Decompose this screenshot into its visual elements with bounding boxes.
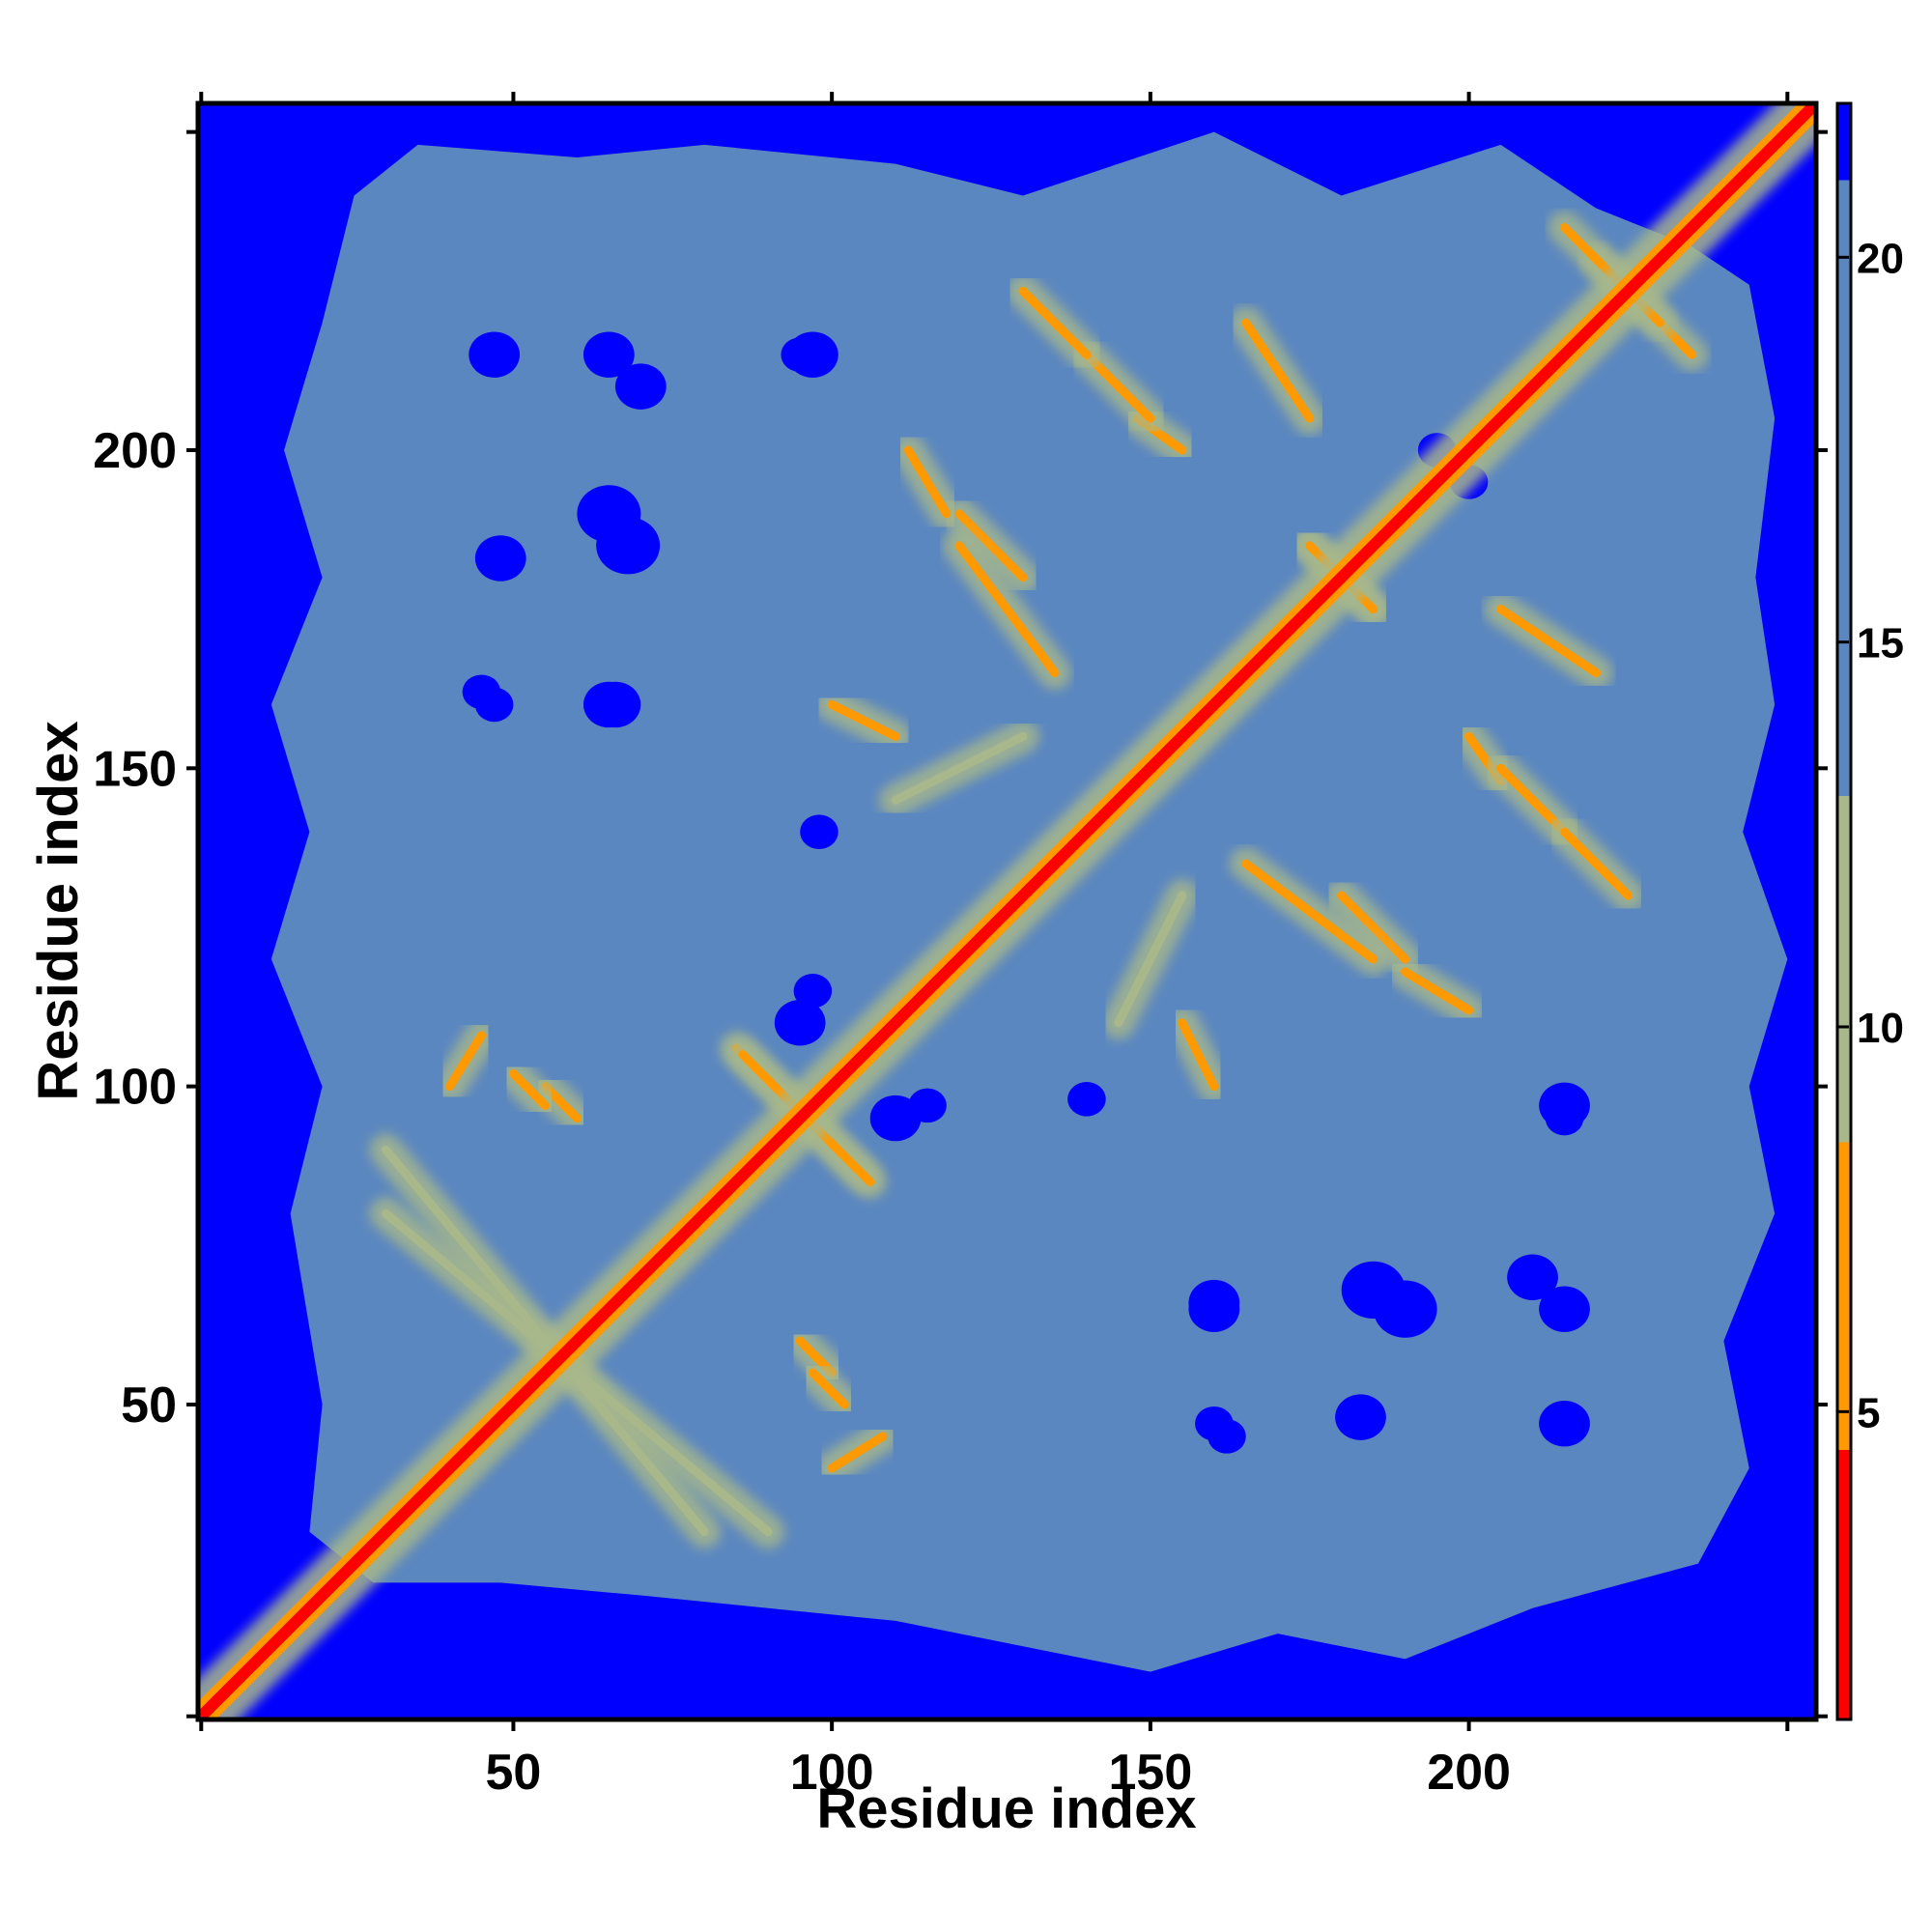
heatmap-void-cell <box>1545 1100 1584 1136</box>
heatmap-void-cell <box>800 814 838 849</box>
heatmap-contact-cell <box>1560 827 1633 900</box>
colorbar-ticks: 5 10 15 20 <box>1837 235 1904 1436</box>
heatmap-void-cell <box>1195 1406 1234 1441</box>
colorbar-tick-label: 20 <box>1857 235 1904 282</box>
heatmap-contact-cell <box>1178 1018 1219 1092</box>
heatmap-void-cell <box>596 517 661 575</box>
heatmap-void-cell <box>582 331 635 378</box>
colorbar-tick-label: 5 <box>1857 1389 1880 1436</box>
heatmap-void-cell <box>908 1088 947 1123</box>
x-axis-title: Residue index <box>816 1777 1196 1840</box>
heatmap-contact-cell <box>508 1068 550 1110</box>
colorbar <box>1837 103 1851 1719</box>
heatmap-contact-cell <box>827 1432 888 1473</box>
heatmap-contact-cell <box>1241 318 1315 423</box>
y-axis-ticks: 50 100 150 200 <box>93 129 1828 1719</box>
heatmap-void-cell <box>1335 1394 1386 1440</box>
heatmap-contact-cell <box>954 509 1028 582</box>
x-axis-ticks: 50 100 150 200 <box>199 92 1790 1801</box>
heatmap-contact-cell <box>891 731 1028 805</box>
heatmap-void-cell <box>774 1000 826 1046</box>
heatmap-contact-cell <box>1337 891 1410 964</box>
heatmap-contact-cell <box>808 1368 849 1409</box>
heatmap-void-cell <box>474 687 514 723</box>
heatmap-void-cell <box>1539 1286 1590 1332</box>
heatmap-void-cell <box>793 974 833 1009</box>
heatmap-contact-cell <box>1496 605 1601 678</box>
x-tick-label: 50 <box>486 1745 542 1801</box>
colorbar-frame <box>1835 101 1853 1721</box>
y-axis-title: Residue index <box>27 721 90 1100</box>
colorbar-tick-label: 15 <box>1857 620 1904 668</box>
heatmap-contact-cell <box>903 445 952 519</box>
heatmap-void-cell <box>589 681 641 728</box>
y-tick-label: 100 <box>93 1060 177 1116</box>
heatmap-void-cell <box>1341 1261 1406 1320</box>
x-tick-label: 100 <box>790 1745 874 1801</box>
x-tick-label: 150 <box>1108 1745 1192 1801</box>
heatmap-void-cell <box>1188 1279 1240 1326</box>
heatmap-void-cell <box>869 1094 922 1142</box>
heatmap-contact-cell <box>1018 286 1092 359</box>
heatmap-contact-cell <box>1241 859 1378 964</box>
heatmap-void-cell <box>469 331 521 378</box>
heatmap-contact-cell <box>827 699 900 741</box>
heatmap-void-cell <box>1539 1401 1590 1447</box>
colorbar-tick-label: 10 <box>1857 1005 1904 1052</box>
diagonal-core <box>198 103 1816 1719</box>
heatmap-void-cell <box>1067 1082 1106 1117</box>
heatmap-contact-cell <box>1114 891 1187 1028</box>
y-tick-label: 200 <box>93 423 177 479</box>
heatmap-contact-cell <box>444 1031 486 1092</box>
y-tick-label: 50 <box>121 1378 177 1434</box>
heatmap-cells <box>198 103 1816 1719</box>
heatmap-contact-cell <box>954 541 1060 678</box>
heatmap-void-cell <box>781 337 819 372</box>
heatmap-void-cell <box>614 363 667 410</box>
y-tick-label: 150 <box>93 741 177 797</box>
heatmap-void-cell <box>474 535 526 582</box>
plot-frame <box>195 100 1819 1722</box>
x-tick-label: 200 <box>1427 1745 1511 1801</box>
heatmap-void-cell <box>1507 1254 1558 1300</box>
heatmap-contact-cell <box>1401 967 1474 1015</box>
